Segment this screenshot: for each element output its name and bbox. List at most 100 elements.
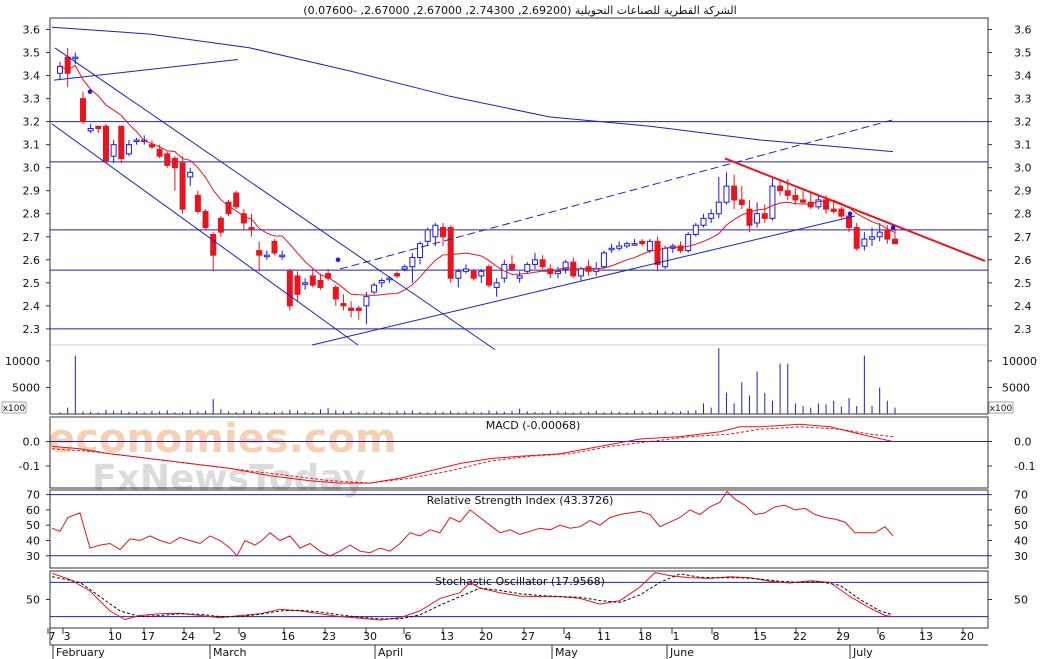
- candle-body: [248, 227, 255, 231]
- month-label: March: [213, 646, 247, 659]
- stoch-tick-label-right: 50: [1014, 594, 1028, 607]
- down-channel-lower: [51, 123, 359, 346]
- day-tick-label: 4: [565, 630, 572, 643]
- candle-body: [455, 270, 462, 279]
- day-tick-label: 17: [141, 630, 155, 643]
- candle-body: [194, 194, 201, 212]
- candle-body: [815, 199, 822, 208]
- candle-body: [340, 303, 347, 307]
- candle-body: [125, 144, 132, 155]
- watermark-economies: economies.com: [48, 416, 397, 462]
- candle-body: [302, 282, 309, 285]
- price-tick-label-left: 2.6: [23, 254, 41, 267]
- candle-body: [363, 296, 370, 307]
- candle-body: [171, 157, 178, 169]
- candle-body: [754, 213, 761, 224]
- chart-title: الشركة القطرية للصناعات التحويلية (2.692…: [303, 4, 736, 17]
- candle-body: [447, 227, 454, 279]
- day-tick-label: 23: [322, 630, 336, 643]
- candle-body: [800, 199, 807, 203]
- stoch-k-line: [51, 572, 894, 621]
- watermark-fxnewstoday: FxNewsToday: [92, 458, 366, 499]
- rsi-label: Relative Strength Index (43.3726): [427, 494, 614, 507]
- candle-body: [861, 238, 868, 247]
- day-tick-label: 7: [49, 630, 56, 643]
- rsi-panel: 30 30 40 40 50 50 60 60 70 70 Relative Strength In…: [26, 489, 1028, 563]
- volume-scale-box-right: [988, 401, 1014, 414]
- price-tick-label-right: 2.9: [1014, 185, 1032, 198]
- rsi-tick-label-right: 50: [1014, 519, 1028, 532]
- moving-average-line: [59, 64, 896, 296]
- long-moving-average-line: [51, 26, 894, 153]
- candle-body: [685, 233, 692, 252]
- candle-body: [325, 273, 332, 279]
- candle-body: [662, 247, 669, 268]
- candle-body: [233, 192, 240, 208]
- candle-body: [761, 213, 768, 219]
- month-label: June: [669, 646, 694, 659]
- candle-body: [562, 261, 569, 270]
- day-tick-label: 9: [240, 630, 247, 643]
- month-label: July: [852, 646, 873, 659]
- down-channel-upper: [54, 47, 496, 351]
- candle-body: [639, 240, 646, 245]
- candle-body: [394, 273, 401, 277]
- macd-frame: [49, 416, 989, 489]
- candle-body: [95, 125, 102, 130]
- stoch-tick-label-left: 50: [26, 594, 40, 607]
- candle-body: [593, 268, 600, 272]
- rsi-line: [51, 490, 894, 557]
- candle-body: [616, 245, 623, 249]
- candle-body: [731, 185, 738, 201]
- stoch-d-line: [51, 573, 894, 620]
- day-tick-label: 2: [215, 630, 222, 643]
- price-tick-label-left: 3.2: [23, 116, 41, 129]
- candle-body: [309, 275, 316, 286]
- candle-body: [133, 139, 140, 143]
- volume-scale-label-left: x100: [3, 404, 26, 414]
- candle-body: [271, 240, 278, 254]
- candle-body: [332, 286, 339, 300]
- macd-tick-label-left: 0.0: [23, 435, 41, 448]
- candle-body: [348, 307, 355, 311]
- price-tick-label-right: 3.6: [1014, 24, 1032, 37]
- price-tick-label-left: 3.0: [23, 162, 41, 175]
- price-tick-label-right: 2.5: [1014, 277, 1032, 290]
- candle-body: [715, 201, 722, 215]
- candle-body: [87, 128, 94, 132]
- candle-body: [493, 282, 500, 288]
- candle-body: [876, 231, 883, 238]
- price-tick-label-left: 2.4: [23, 300, 41, 313]
- volume-tick-label-left: 10000: [5, 355, 40, 368]
- candle-body: [179, 162, 186, 210]
- candle-body: [631, 243, 638, 246]
- day-tick-label: 18: [638, 630, 652, 643]
- day-tick-label: 20: [960, 630, 974, 643]
- price-tick-label-left: 3.6: [23, 24, 41, 37]
- candle-body: [539, 259, 546, 268]
- day-tick-label: 6: [879, 630, 886, 643]
- price-tick-label-right: 3.0: [1014, 162, 1032, 175]
- day-tick-label: 1: [673, 630, 680, 643]
- candle-body: [478, 270, 485, 277]
- red-resistance-trendline: [724, 157, 986, 262]
- candle-body: [792, 194, 799, 201]
- rsi-tick-label-left: 30: [26, 550, 40, 563]
- candle-body: [623, 243, 630, 247]
- candle-body: [677, 245, 684, 252]
- price-tick-label-left: 3.5: [23, 47, 41, 60]
- macd-label: MACD (-0.00068): [486, 419, 581, 432]
- candle-body: [746, 208, 753, 226]
- price-tick-label-right: 3.5: [1014, 47, 1032, 60]
- resistance-fan-line: [53, 58, 239, 81]
- candle-body: [892, 238, 898, 245]
- day-tick-label: 20: [479, 630, 493, 643]
- day-tick-label: 29: [836, 630, 850, 643]
- volume-tick-label-left: 5000: [12, 381, 40, 394]
- price-tick-label-left: 2.9: [23, 185, 41, 198]
- candle-body: [646, 240, 653, 252]
- candle-body: [378, 280, 385, 284]
- candle-body: [424, 229, 431, 242]
- candle-body: [470, 270, 477, 279]
